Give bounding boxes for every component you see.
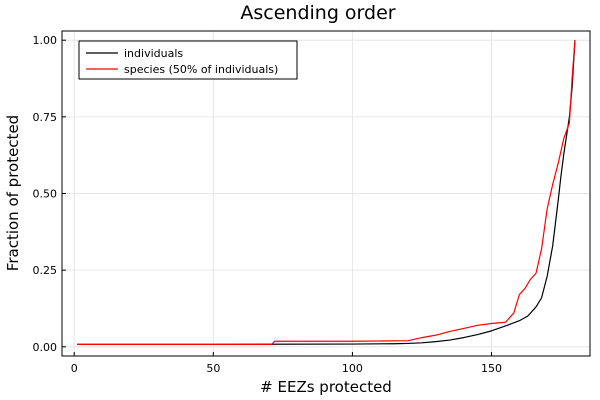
x-axis-label: # EEZs protected bbox=[260, 378, 392, 396]
y-axis-ticks: 0.00 0.25 0.50 0.75 1.00 bbox=[33, 34, 66, 354]
y-tick-label: 0.25 bbox=[33, 264, 58, 277]
x-axis-ticks: 0 50 100 150 bbox=[71, 352, 502, 375]
x-tick-label: 50 bbox=[206, 362, 220, 375]
grid bbox=[62, 31, 590, 356]
y-tick-label: 0.50 bbox=[33, 188, 58, 201]
y-tick-label: 0.75 bbox=[33, 111, 58, 124]
y-tick-label: 1.00 bbox=[33, 34, 58, 47]
x-tick-label: 100 bbox=[342, 362, 363, 375]
series-line-1 bbox=[77, 40, 576, 345]
x-tick-label: 150 bbox=[481, 362, 502, 375]
legend-label-species: species (50% of individuals) bbox=[124, 63, 278, 76]
y-axis-label: Fraction of protected bbox=[4, 115, 22, 271]
legend-box bbox=[78, 40, 298, 80]
legend-label-individuals: individuals bbox=[124, 47, 183, 60]
series-line-0 bbox=[77, 40, 576, 345]
series-lines bbox=[77, 40, 576, 345]
legend: individuals species (50% of individuals) bbox=[78, 40, 298, 80]
y-tick-label: 0.00 bbox=[33, 341, 58, 354]
x-tick-label: 0 bbox=[71, 362, 78, 375]
chart-title: Ascending order bbox=[240, 2, 395, 24]
